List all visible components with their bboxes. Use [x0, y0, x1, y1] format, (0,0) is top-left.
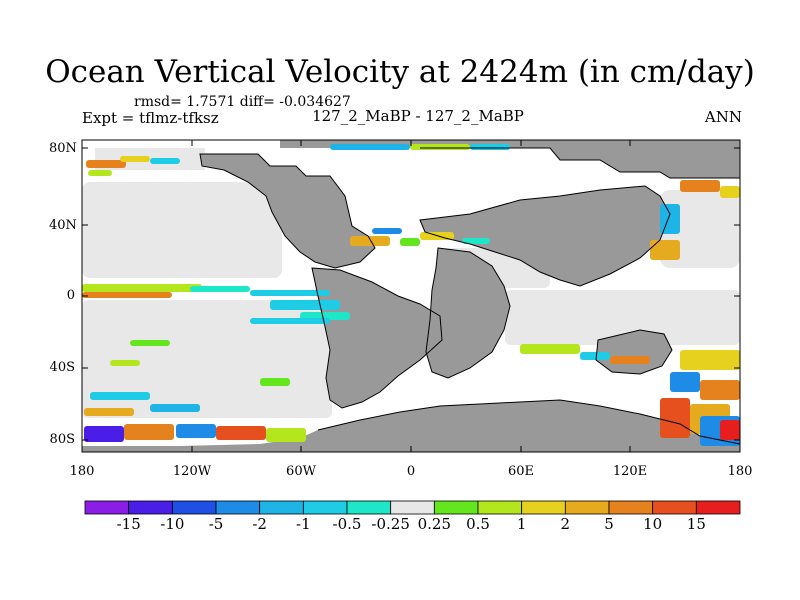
colorbar-label: -1 [296, 515, 311, 533]
colorbar-label: -10 [160, 515, 185, 533]
colorbar-swatch [477, 500, 523, 515]
colorbar-swatch [215, 500, 261, 515]
colorbar-swatch [259, 500, 304, 515]
anomaly-patch [680, 350, 740, 370]
colorbar-label: 10 [643, 515, 663, 533]
anomaly-patch [82, 284, 202, 292]
anomaly-patch [90, 392, 150, 400]
x-tick-120w: 120W [172, 464, 212, 479]
x-tick-120e: 120E [612, 464, 648, 479]
anomaly-patch [350, 236, 390, 246]
anomaly-patch [462, 238, 490, 244]
anomaly-patch [124, 424, 174, 440]
colorbar [84, 500, 741, 515]
colorbar-label: 0.5 [466, 515, 490, 533]
colorbar-swatch [390, 500, 435, 515]
colorbar-swatch [346, 500, 392, 515]
x-tick-60e: 60E [507, 464, 535, 479]
y-tick-40n: 40N [49, 218, 77, 233]
colorbar-label: 0.25 [417, 515, 452, 533]
colorbar-label: -5 [208, 515, 224, 533]
anomaly-patch [580, 352, 610, 360]
y-tick-40s: 40S [49, 360, 75, 375]
colorbar-label: 15 [686, 515, 706, 533]
anomaly-patch [410, 144, 470, 150]
anomaly-patch [330, 144, 410, 150]
coastlines [199, 147, 740, 445]
anomaly-patch [110, 360, 140, 366]
anomaly-patch [372, 228, 402, 234]
x-tick-60w: 60W [286, 464, 316, 479]
anomaly-patch [670, 372, 700, 392]
anomaly-patch [520, 344, 580, 354]
colorbar-label: 2 [560, 515, 571, 533]
map-area [82, 140, 740, 452]
colorbar-swatch [564, 500, 610, 515]
axis-ticks [81, 140, 741, 452]
colorbar-swatch [302, 500, 348, 515]
anomaly-patch [176, 424, 216, 438]
anomaly-patch [120, 156, 150, 162]
anomaly-patch [266, 428, 306, 442]
anomaly-patch [700, 380, 740, 400]
x-tick-0: 0 [406, 464, 416, 479]
colorbar-swatch [608, 500, 654, 515]
experiment-label: Expt = tflmz-tfksz [82, 109, 219, 127]
colorbar-label: -0.5 [332, 515, 362, 533]
anomaly-patch [720, 420, 740, 440]
colorbar-swatch [84, 500, 130, 515]
colorbar-swatch [128, 500, 173, 515]
anomaly-patch [610, 356, 650, 364]
anomaly-patch [84, 408, 134, 416]
x-tick-180w: 180 [69, 464, 95, 479]
x-tick-180e: 180 [727, 464, 753, 479]
anomaly-patch [216, 426, 266, 440]
colorbar-swatch [521, 500, 566, 515]
anomaly-patch [250, 290, 330, 296]
anomaly-patch [470, 144, 510, 150]
colorbar-swatch [695, 500, 741, 515]
colorbar-label: -15 [116, 515, 141, 533]
anomaly-patch [720, 186, 740, 198]
anomaly-patch [650, 240, 680, 260]
anomaly-patch [660, 204, 680, 234]
anomaly-patch [190, 286, 250, 292]
anomaly-patch [250, 318, 330, 324]
anomaly-patch [88, 170, 112, 176]
anomaly-patch [86, 160, 126, 168]
anomaly-patch [660, 398, 690, 438]
stats-label: rmsd= 1.7571 diff= -0.034627 [134, 94, 351, 110]
anomaly-patch [270, 300, 340, 310]
colorbar-swatch [171, 500, 217, 515]
y-tick-0: 0 [66, 288, 75, 303]
y-tick-80n: 80N [49, 141, 77, 156]
anomaly-patch [82, 292, 172, 298]
anomaly-patch [400, 238, 420, 246]
anomaly-patch [680, 180, 720, 192]
anomaly-patch [260, 378, 290, 386]
colorbar-swatch [433, 500, 479, 515]
plot-title: Ocean Vertical Velocity at 2424m (in cm/… [45, 54, 755, 90]
anomaly-patch [84, 426, 124, 442]
colorbar-label: 5 [604, 515, 614, 533]
colorbar-label: -0.25 [371, 515, 410, 533]
season-label: ANN [704, 108, 742, 126]
anomaly-patch [130, 340, 170, 346]
colorbar-label: -2 [252, 515, 267, 533]
anomaly-patch [150, 404, 200, 412]
anomaly-patch [150, 158, 180, 164]
case-label: 127_2_MaBP - 127_2_MaBP [312, 107, 524, 125]
colorbar-swatch [652, 500, 697, 515]
colorbar-label: 1 [516, 515, 527, 533]
y-tick-80s: 80S [49, 432, 75, 447]
